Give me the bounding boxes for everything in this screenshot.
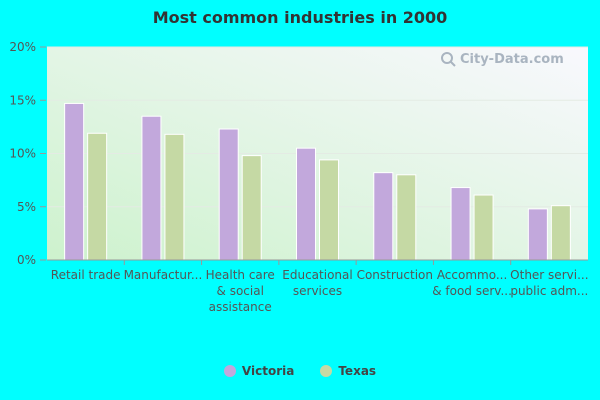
magnifier-icon <box>441 52 456 67</box>
bar-texas-3[interactable] <box>319 159 339 261</box>
bar-texas-5[interactable] <box>473 194 494 261</box>
bar-victoria-2[interactable] <box>218 128 239 261</box>
bar-texas-2[interactable] <box>241 155 262 261</box>
bar-texas-6[interactable] <box>550 205 571 261</box>
watermark: City-Data.com <box>440 51 564 67</box>
bar-texas-0[interactable] <box>87 132 108 261</box>
watermark-text: City-Data.com <box>460 51 564 67</box>
bar-victoria-4[interactable] <box>373 172 394 261</box>
bar-texas-4[interactable] <box>396 174 417 261</box>
x-tick-label: Construction <box>357 268 433 282</box>
x-tick-label: Manufactur... <box>124 268 203 282</box>
legend: Victoria Texas <box>0 364 600 378</box>
legend-item-victoria[interactable]: Victoria <box>223 364 295 378</box>
y-tick-label: 10% <box>9 147 36 161</box>
bar-victoria-5[interactable] <box>450 187 471 261</box>
x-tick-label: Accommo... & food serv... <box>432 268 512 298</box>
legend-swatch-texas <box>320 365 333 377</box>
bar-victoria-1[interactable] <box>141 115 162 261</box>
legend-label-texas: Texas <box>338 364 377 378</box>
bar-texas-1[interactable] <box>164 133 185 261</box>
x-tick-label: Educational services <box>282 268 352 298</box>
y-tick-label: 20% <box>9 40 36 54</box>
bar-victoria-6[interactable] <box>527 208 548 261</box>
chart-title: Most common industries in 2000 <box>152 8 448 27</box>
legend-swatch-victoria <box>223 365 236 377</box>
y-tick-label: 5% <box>17 200 36 214</box>
bar-victoria-3[interactable] <box>296 147 316 261</box>
legend-label-victoria: Victoria <box>241 364 295 378</box>
x-tick-label: Other servi... public adm... <box>510 268 588 298</box>
bar-victoria-0[interactable] <box>64 102 85 261</box>
x-tick-label: Health care & social assistance <box>206 268 275 314</box>
y-tick-label: 15% <box>9 93 36 107</box>
legend-item-texas[interactable]: Texas <box>320 364 376 378</box>
x-tick-label: Retail trade <box>51 268 121 282</box>
y-tick-label: 0% <box>17 253 36 267</box>
